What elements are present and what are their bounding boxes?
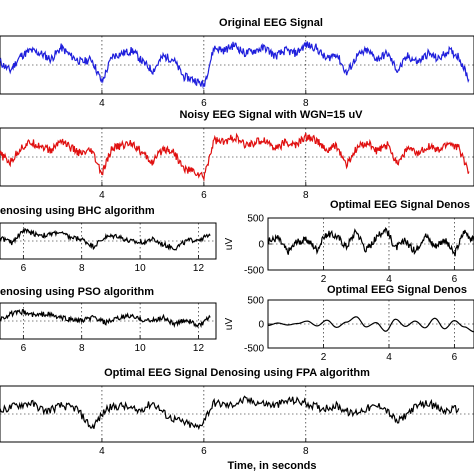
original-xtick-label: 8 xyxy=(303,98,309,109)
panel-bhc-frame xyxy=(0,222,217,260)
panel-noisy-frame xyxy=(0,127,474,187)
bhc-xtick-label: 8 xyxy=(79,263,85,274)
opt1-ytick-label: -500 xyxy=(244,266,264,277)
fpa-xtick-label: 4 xyxy=(99,446,105,457)
panel-optimal-2-title: Optimal EEG Signal Denos xyxy=(327,284,467,296)
optimal-1-signal-line xyxy=(267,226,474,257)
panel-optimal-1-ylabel: uV xyxy=(224,238,235,251)
pso-xtick-label: 10 xyxy=(135,343,147,354)
original-xtick-label: 6 xyxy=(201,98,207,109)
panel-pso-frame xyxy=(0,302,217,340)
bhc-signal-line xyxy=(0,227,211,251)
opt2-ytick-label: 500 xyxy=(247,296,264,307)
panel-optimal-1: Optimal EEG Signal Denos 2 4 6 500 0 -500 uV xyxy=(224,199,474,285)
panel-fpa: Optimal EEG Signal Denosing using FPA al… xyxy=(0,367,474,457)
opt2-xtick-label: 2 xyxy=(321,352,327,363)
panel-noisy-title: Noisy EEG Signal with WGN=15 uV xyxy=(179,109,363,121)
fpa-signal-line xyxy=(0,395,460,431)
original-signal-line xyxy=(0,41,470,89)
figure-xlabel: Time, in seconds xyxy=(227,460,316,472)
noisy-xtick-label: 6 xyxy=(201,190,207,201)
opt1-xtick-label: 2 xyxy=(321,274,327,285)
panel-bhc: enosing using BHC algorithm 6 8 10 12 xyxy=(0,205,217,274)
bhc-xtick-label: 10 xyxy=(135,263,147,274)
panel-original-frame xyxy=(0,35,474,95)
opt1-xtick-label: 6 xyxy=(452,274,458,285)
panel-optimal-1-title: Optimal EEG Signal Denos xyxy=(330,199,470,211)
pso-xtick-label: 12 xyxy=(193,343,205,354)
noisy-signal-line xyxy=(0,132,470,182)
optimal-2-signal-line xyxy=(268,316,474,333)
opt2-xtick-label: 4 xyxy=(386,352,392,363)
noisy-xtick-label: 4 xyxy=(99,190,105,201)
noisy-xtick-label: 8 xyxy=(303,190,309,201)
opt1-xtick-label: 4 xyxy=(386,274,392,285)
opt1-ytick-label: 500 xyxy=(247,214,264,225)
panel-bhc-title: enosing using BHC algorithm xyxy=(0,205,155,217)
pso-xtick-label: 6 xyxy=(21,343,27,354)
fpa-xtick-label: 8 xyxy=(303,446,309,457)
panel-fpa-title: Optimal EEG Signal Denosing using FPA al… xyxy=(104,367,370,379)
panel-pso: enosing using PSO algorithm 6 8 10 12 xyxy=(0,286,217,354)
panel-original-title: Original EEG Signal xyxy=(219,17,323,29)
panel-original: Original EEG Signal 4 6 8 xyxy=(0,17,474,109)
panel-optimal-2: Optimal EEG Signal Denos 2 4 6 500 0 -500 uV xyxy=(224,284,474,363)
panel-optimal-2-ylabel: uV xyxy=(224,318,235,331)
panel-fpa-frame xyxy=(0,385,474,443)
fpa-xtick-label: 6 xyxy=(201,446,207,457)
opt2-ytick-label: -500 xyxy=(244,344,264,355)
original-xtick-label: 4 xyxy=(99,98,105,109)
pso-signal-line xyxy=(0,309,211,329)
panel-noisy: Noisy EEG Signal with WGN=15 uV 4 6 8 xyxy=(0,109,474,201)
opt2-ytick-label: 0 xyxy=(258,320,264,331)
bhc-xtick-label: 12 xyxy=(193,263,205,274)
pso-xtick-label: 8 xyxy=(79,343,85,354)
opt2-xtick-label: 6 xyxy=(452,352,458,363)
panel-pso-title: enosing using PSO algorithm xyxy=(0,286,154,298)
opt1-ytick-label: 0 xyxy=(258,240,264,251)
bhc-xtick-label: 6 xyxy=(21,263,27,274)
